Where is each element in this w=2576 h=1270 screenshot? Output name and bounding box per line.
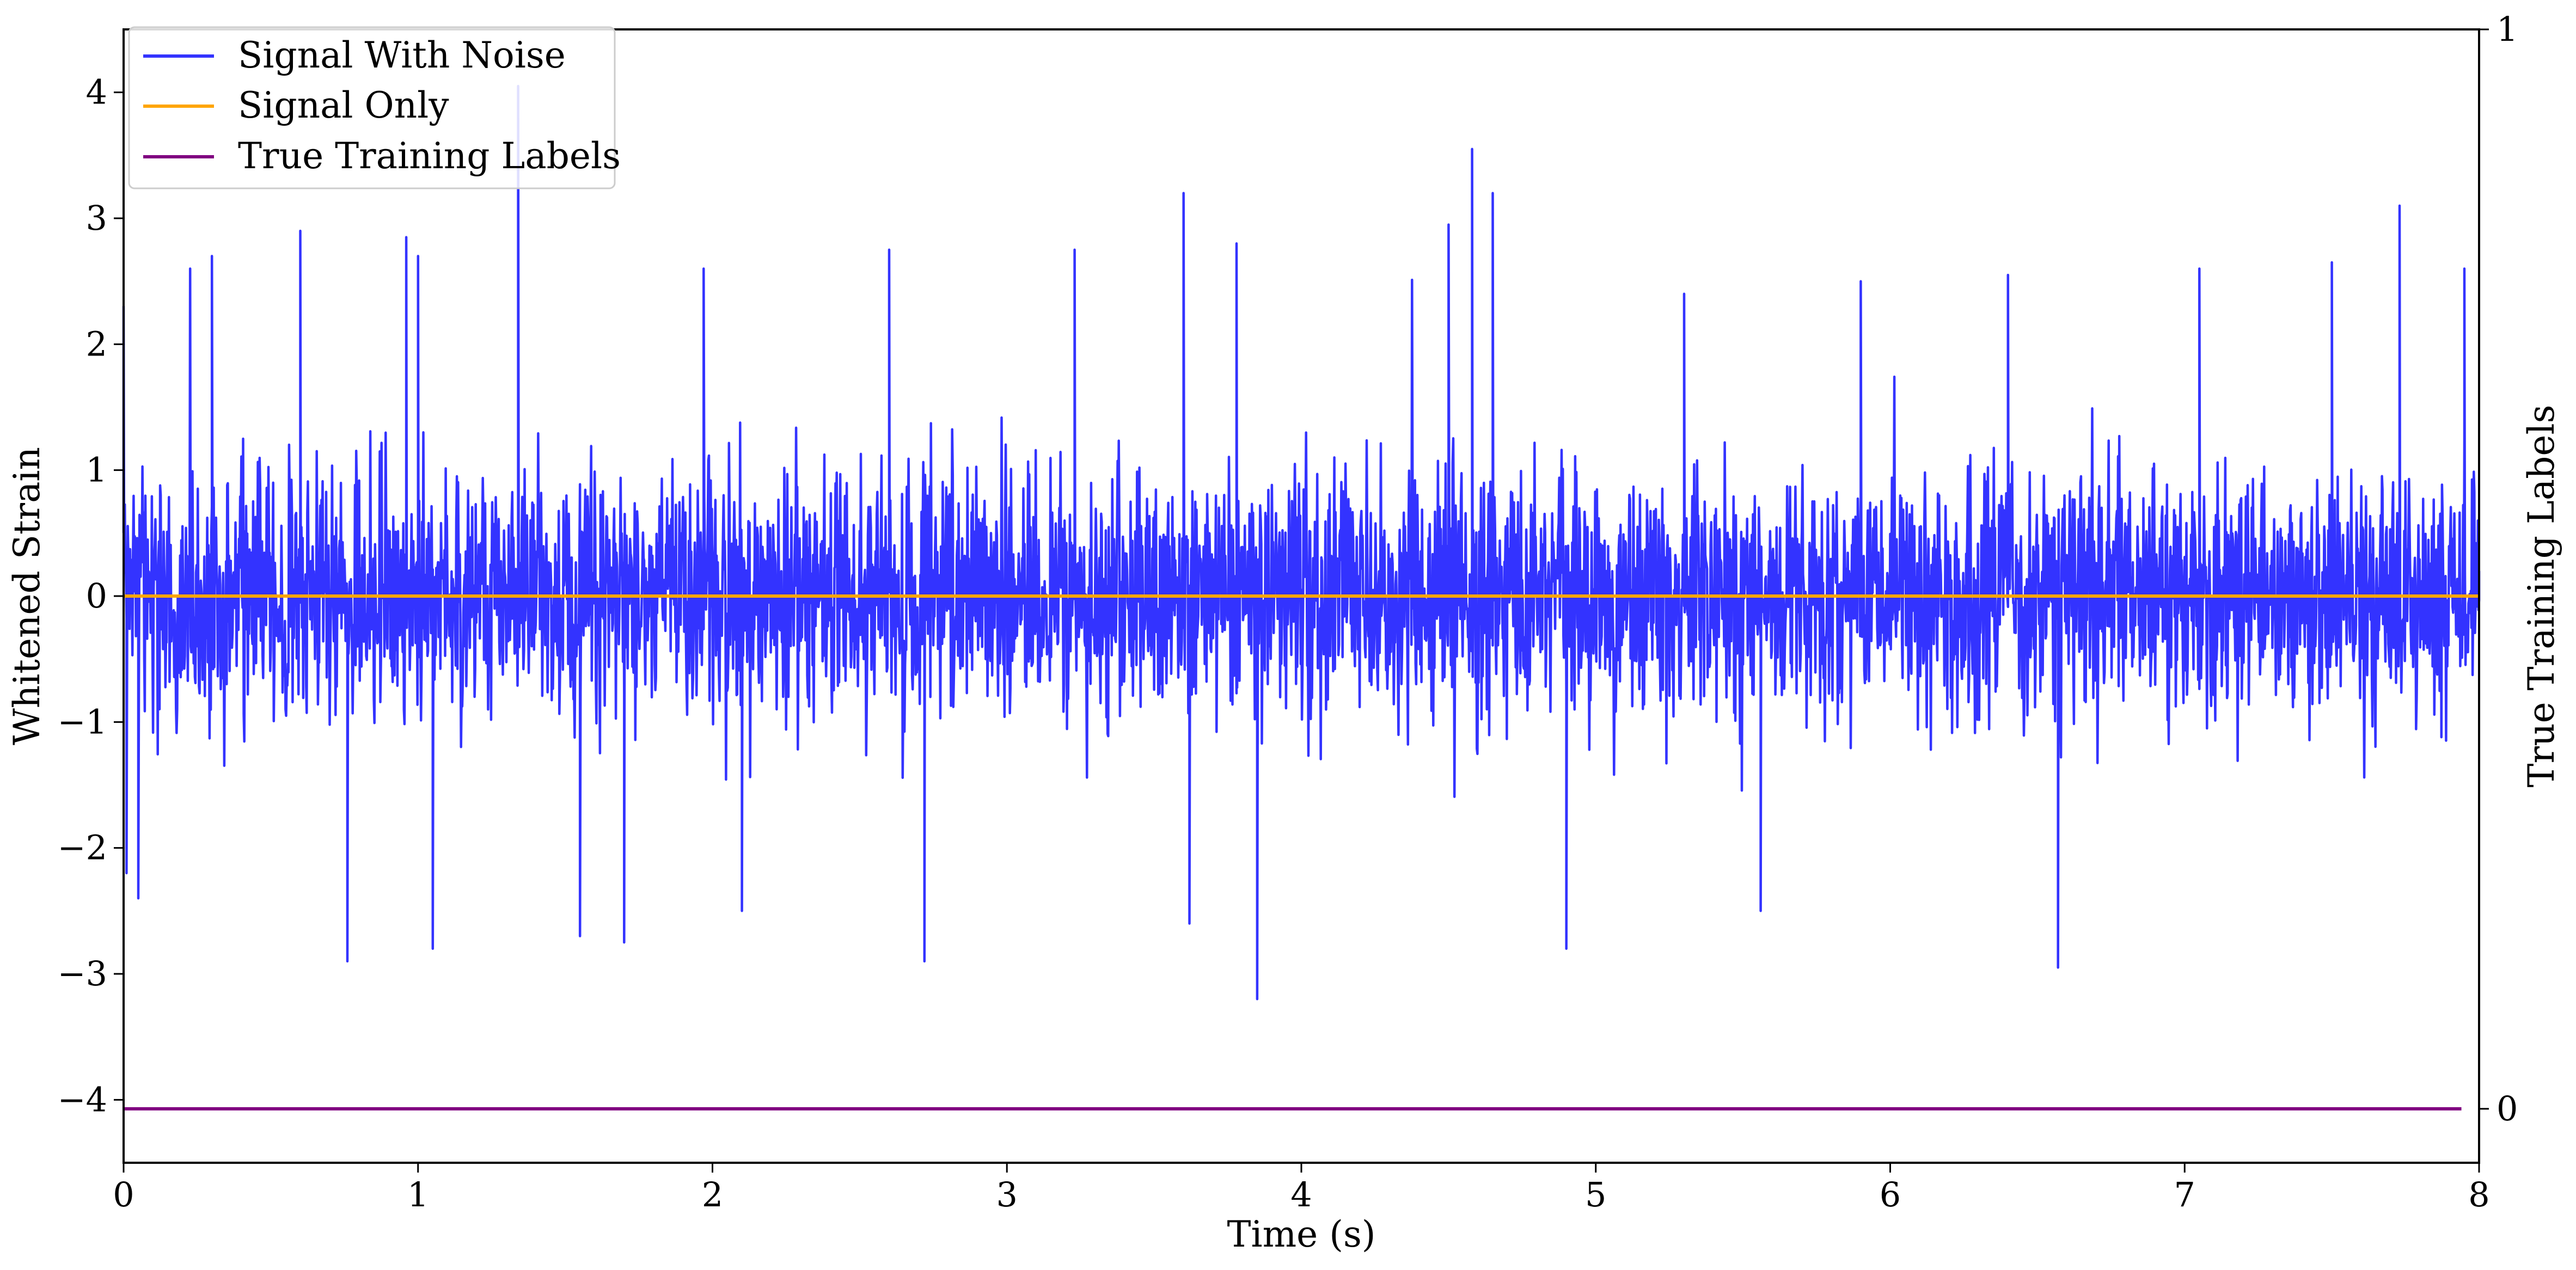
x-tick-label: 5 (1585, 1175, 1606, 1214)
legend-box (128, 26, 616, 189)
y-axis-label: Whitened Strain (6, 447, 48, 745)
y-tick-label: 0 (86, 576, 107, 616)
legend-label-true-training-labels: True Training Labels (238, 135, 621, 177)
y-tick-label: 2 (86, 324, 107, 364)
y2-tick-label: 1 (2497, 9, 2518, 49)
x-tick-label: 4 (1290, 1175, 1312, 1214)
x-axis-ticks: 0 1 2 3 4 5 6 7 8 (113, 1163, 2490, 1214)
y2-tick-label: 0 (2497, 1089, 2518, 1128)
y-tick-label: 4 (86, 72, 107, 112)
y-tick-label: −3 (58, 954, 107, 993)
x-tick-label: 6 (1880, 1175, 1901, 1214)
x-tick-label: 2 (702, 1175, 723, 1214)
x-axis-label: Time (s) (1227, 1213, 1375, 1255)
y-tick-label: −1 (58, 702, 107, 741)
legend-label-signal-only: Signal Only (238, 84, 449, 126)
series-lines (124, 594, 2479, 1111)
y-tick-label: 3 (86, 198, 107, 238)
legend: Signal With Noise Signal Only True Train… (128, 26, 621, 189)
y-tick-label: −2 (58, 828, 107, 868)
legend-label-signal-with-noise: Signal With Noise (238, 34, 566, 76)
y2-axis-ticks: 01 (2479, 9, 2518, 1128)
x-tick-label: 8 (2468, 1175, 2489, 1214)
y-tick-label: −4 (58, 1079, 107, 1119)
x-tick-label: 1 (407, 1175, 429, 1214)
y-tick-label: 1 (86, 450, 107, 490)
x-tick-label: 7 (2174, 1175, 2195, 1214)
y2-axis-label: True Training Labels (2520, 405, 2562, 788)
x-tick-label: 3 (996, 1175, 1018, 1214)
x-tick-label: 0 (113, 1175, 134, 1214)
signal-with-noise-line (122, 84, 2481, 1001)
y-axis-ticks: −4 −3 −2 −1 0 1 2 3 4 (58, 72, 124, 1119)
signal-with-noise-series (122, 84, 2481, 1001)
